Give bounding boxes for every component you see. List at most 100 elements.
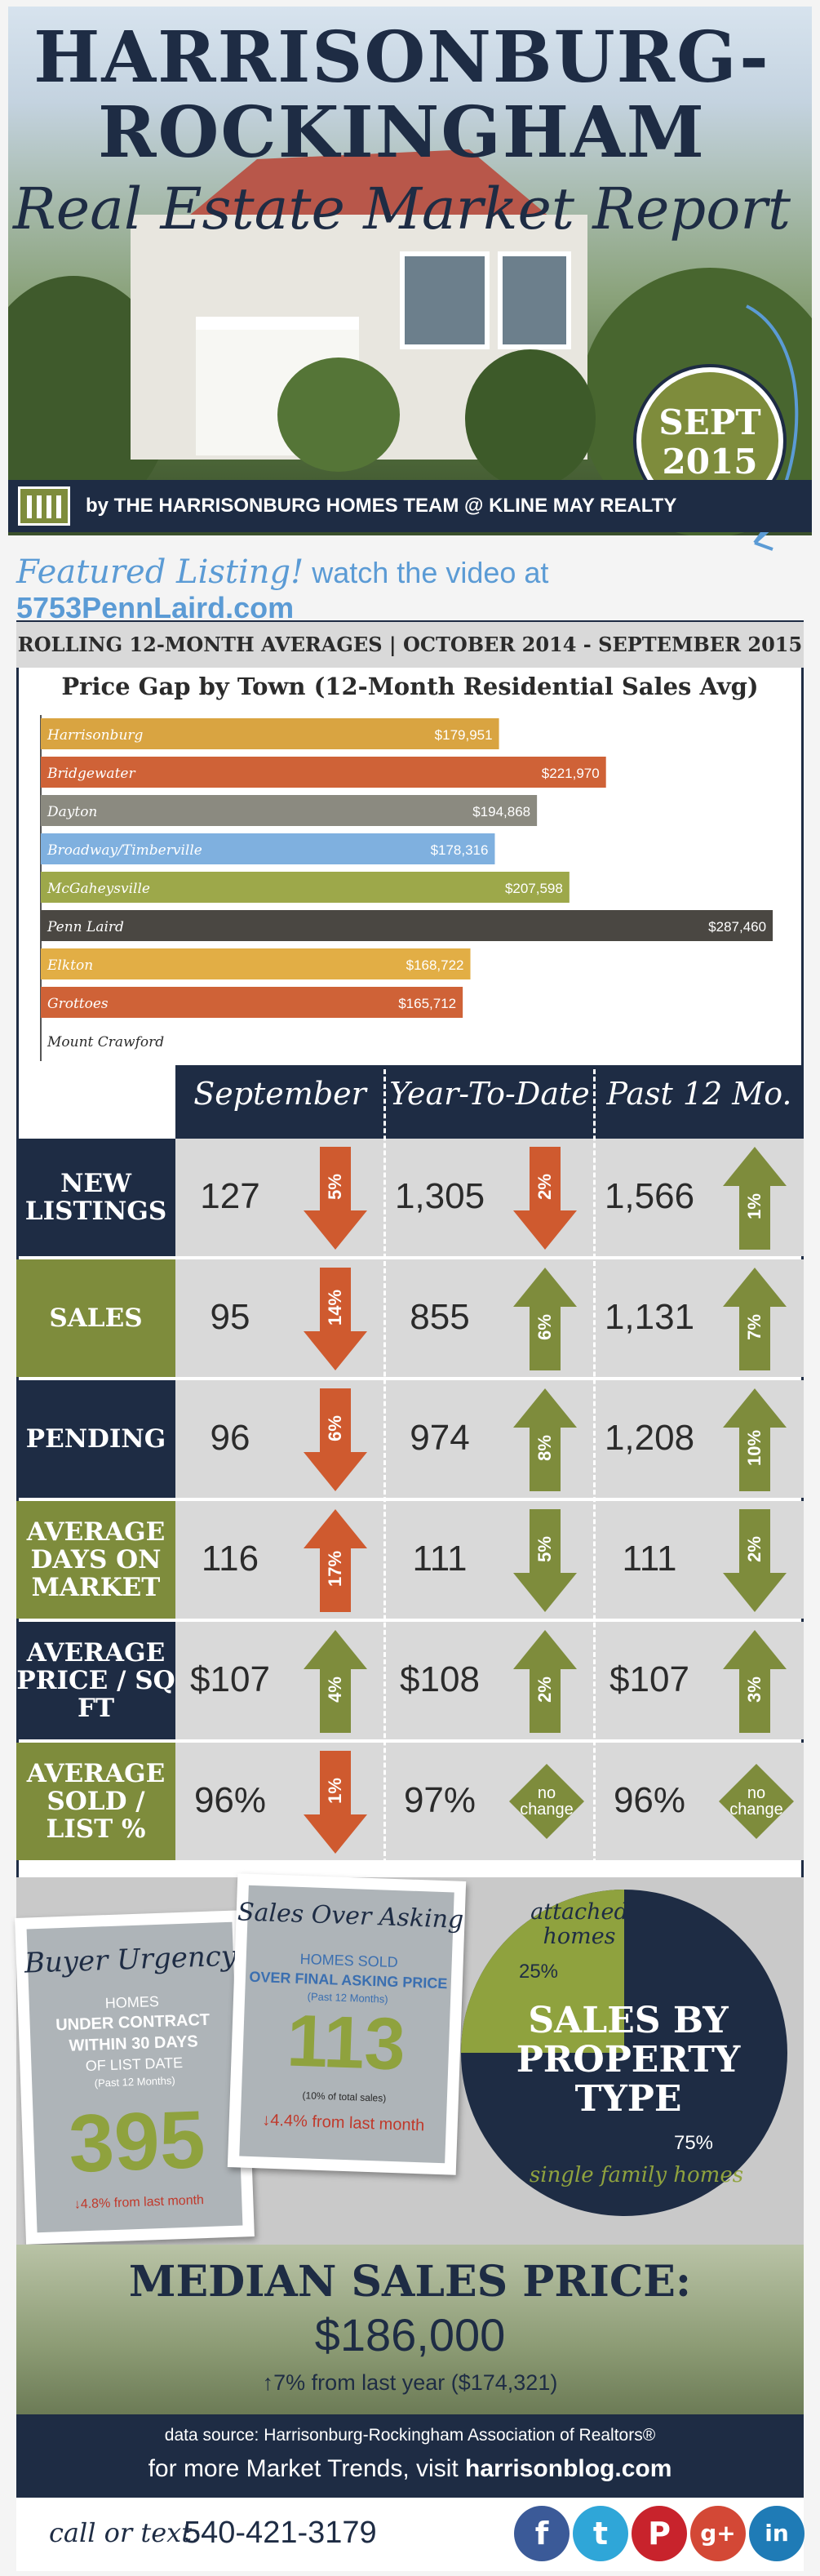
- stat-value: 96: [210, 1418, 250, 1458]
- over-asking-value: 113: [285, 2000, 407, 2086]
- single-label: single family homes: [529, 2163, 744, 2187]
- arrow-down-icon: 14%: [302, 1266, 369, 1372]
- chart-category-label: Broadway/Timberville: [47, 842, 202, 859]
- arrow-down-icon: 2%: [721, 1508, 788, 1614]
- hero-image: [8, 7, 812, 535]
- chart-value-label: $287,460: [708, 919, 766, 935]
- property-title-2: PROPERTY: [516, 2039, 741, 2081]
- stat-value: 1,131: [604, 1297, 695, 1337]
- facebook-icon[interactable]: f: [514, 2506, 570, 2561]
- chart-category-label: McGaheysville: [47, 881, 150, 897]
- chart-bar: [41, 718, 499, 749]
- featured-listing: Featured Listing! watch the video at 575…: [16, 553, 812, 625]
- change-percent: 3%: [744, 1677, 765, 1703]
- change-percent: 2%: [744, 1536, 765, 1562]
- column-header: Year-To-Date: [389, 1076, 590, 1112]
- pinterest-icon[interactable]: P: [632, 2506, 687, 2561]
- stats-header-bar: [175, 1065, 804, 1139]
- single-pct: 75%: [673, 2132, 714, 2154]
- change-percent: 2%: [534, 1174, 555, 1200]
- arrow-up-icon: 8%: [512, 1387, 578, 1493]
- data-source: data source: Harrisonburg-Rockingham Ass…: [164, 2426, 656, 2445]
- over-asking-card: Sales Over Asking HOMES SOLD OVER FINAL …: [227, 1873, 467, 2175]
- fence-logo-icon: [18, 486, 70, 526]
- stat-row: [175, 1501, 804, 1619]
- median-title: MEDIAN SALES PRICE:: [128, 2257, 692, 2307]
- change-percent: 7%: [744, 1314, 765, 1340]
- footer-bar: data source: Harrisonburg-Rockingham Ass…: [16, 2414, 804, 2496]
- stat-value: 127: [200, 1176, 260, 1216]
- phone-number[interactable]: 540-421-3179: [184, 2516, 377, 2550]
- chart-value-label: $207,598: [505, 881, 563, 896]
- stat-row-label: NEW LISTINGS: [16, 1139, 175, 1256]
- featured-label: Featured Listing!: [16, 553, 304, 591]
- change-percent: 14%: [325, 1289, 345, 1326]
- featured-url-link[interactable]: 5753PennLaird.com: [16, 591, 295, 624]
- stat-value: 1,208: [604, 1418, 695, 1458]
- arrow-up-icon: 2%: [512, 1628, 578, 1734]
- more-prefix: for more Market Trends, visit: [148, 2455, 459, 2482]
- stat-value: 1,305: [394, 1176, 485, 1216]
- attached-pct: 25%: [518, 1961, 559, 1983]
- property-title-3: TYPE: [574, 2078, 682, 2120]
- stat-row-label: AVERAGE DAYS ON MARKET: [16, 1501, 175, 1619]
- change-percent: 1%: [325, 1778, 345, 1804]
- stat-value: 111: [622, 1539, 677, 1579]
- change-percent: 5%: [325, 1174, 345, 1200]
- stat-value: 974: [410, 1418, 470, 1458]
- column-header: Past 12 Mo.: [606, 1076, 792, 1112]
- stat-value: $107: [609, 1659, 689, 1699]
- stat-row-label: AVERAGE PRICE / SQ FT: [16, 1622, 175, 1739]
- stat-value: 95: [210, 1297, 250, 1337]
- stat-value: 96%: [613, 1780, 686, 1820]
- chart-value-label: $194,868: [472, 804, 530, 819]
- arrow-up-icon: 10%: [721, 1387, 788, 1493]
- column-divider: [383, 1069, 386, 1863]
- chart-category-label: Penn Laird: [47, 919, 124, 935]
- median-section: [16, 2245, 804, 2416]
- byline-bar: by THE HARRISONBURG HOMES TEAM @ KLINE M…: [8, 480, 812, 532]
- more-trends: for more Market Trends, visit harrisonbl…: [16, 2455, 804, 2483]
- buyer-urgency-card: Buyer Urgency HOMES UNDER CONTRACT WITHI…: [15, 1910, 255, 2245]
- median-change: ↑7% from last year ($174,321): [262, 2370, 558, 2395]
- no-change-label: no change: [520, 1784, 574, 1819]
- change-percent: 1%: [744, 1193, 765, 1219]
- arrow-down-icon: 1%: [302, 1749, 369, 1855]
- stat-value: 96%: [193, 1780, 267, 1820]
- chart-value-label: $221,970: [542, 766, 600, 781]
- buyer-urgency-value: 395: [67, 2094, 207, 2190]
- featured-text: watch the video at: [312, 556, 549, 589]
- chart-value-label: $179,951: [435, 727, 493, 743]
- chart-value-label: $178,316: [431, 842, 489, 858]
- blog-link[interactable]: harrisonblog.com: [465, 2455, 672, 2482]
- stat-value: 855: [410, 1297, 470, 1337]
- no-change-label: no change: [729, 1784, 783, 1819]
- title-line-1: HARRISONBURG-: [33, 16, 770, 99]
- stat-value: 111: [412, 1539, 468, 1579]
- chart-bar: [41, 948, 471, 979]
- stat-value: $107: [190, 1659, 270, 1699]
- change-percent: 2%: [534, 1677, 555, 1703]
- contact-label: call or text:: [49, 2517, 201, 2548]
- arrow-up-icon: 17%: [302, 1508, 369, 1614]
- arrow-up-icon: 7%: [721, 1266, 788, 1372]
- google-plus-icon[interactable]: g+: [690, 2506, 746, 2561]
- twitter-icon[interactable]: t: [573, 2506, 628, 2561]
- no-change-icon: no change: [717, 1762, 796, 1841]
- arrow-up-icon: 3%: [721, 1628, 788, 1734]
- stat-value: 1,566: [604, 1176, 695, 1216]
- column-header: September: [193, 1076, 366, 1112]
- property-type-pie: [461, 1890, 787, 2216]
- price-gap-chart: Harrisonburg $179,951 Bridgewater $221,970 D…: [40, 715, 773, 1061]
- stat-row-label: PENDING: [16, 1380, 175, 1498]
- stat-row-label: SALES: [16, 1259, 175, 1377]
- chart-category-label: Bridgewater: [47, 766, 135, 782]
- property-title-1: SALES BY: [528, 2000, 729, 2041]
- linkedin-icon[interactable]: in: [749, 2506, 804, 2561]
- chart-bar: [41, 987, 463, 1018]
- chart-category-label: Harrisonburg: [47, 727, 144, 744]
- arrow-down-icon: 5%: [512, 1508, 578, 1614]
- chart-value-label: $165,712: [398, 996, 456, 1011]
- chart-category-label: Elkton: [47, 957, 93, 974]
